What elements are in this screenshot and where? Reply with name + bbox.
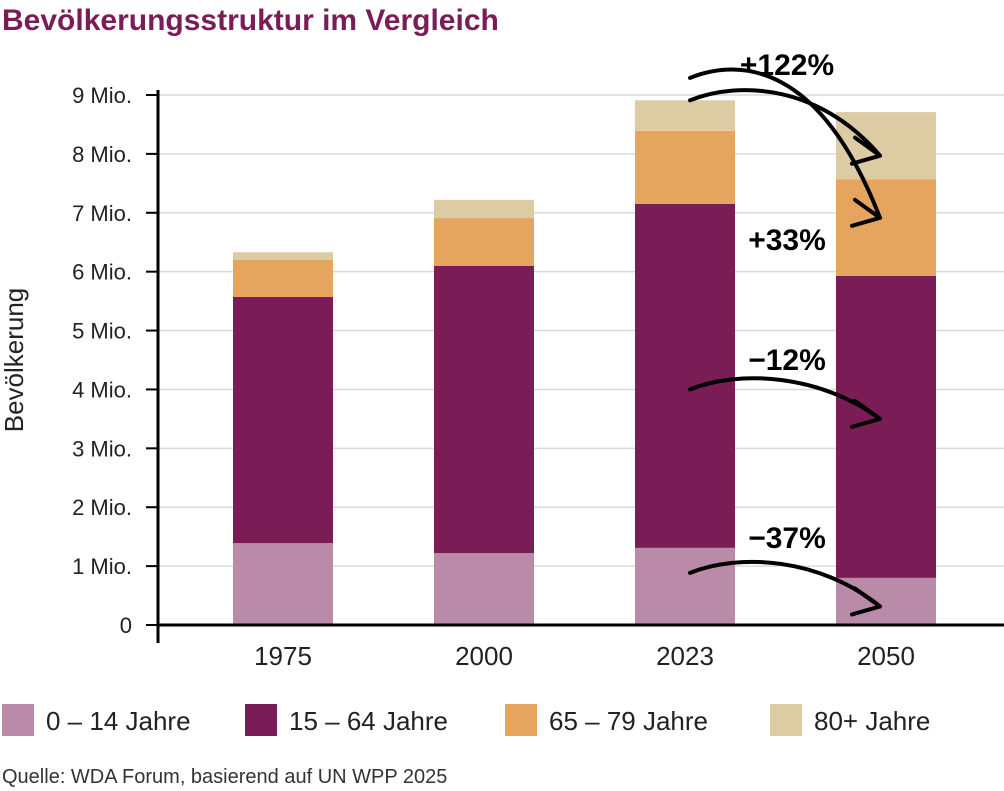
bar-segment-1975-2 [233,259,333,297]
bar-segment-2000-2 [434,218,534,266]
change-label: −12% [748,344,826,377]
bar-segment-2023-3 [635,100,735,131]
bar-segment-2023-0 [635,547,735,625]
x-tick-label: 2023 [656,641,714,671]
change-label: +122% [740,49,834,82]
y-tick-label: 5 Mio. [72,319,132,344]
arrow-head-icon [850,586,882,617]
bar-segment-2023-1 [635,203,735,548]
x-tick-label: 2000 [455,641,513,671]
source-note: Quelle: WDA Forum, basierend auf UN WPP … [2,766,447,788]
legend-swatch [245,704,277,736]
legend-swatch [505,704,537,736]
change-label: +33% [748,224,826,257]
bar-segment-1975-1 [233,296,333,544]
bar-segment-2000-3 [434,199,534,219]
legend-label: 80+ Jahre [814,706,930,736]
change-label: −37% [748,522,826,555]
legend-label: 0 – 14 Jahre [46,706,191,736]
bar-segment-1975-0 [233,543,333,625]
arrow-head-icon [850,398,882,429]
y-tick-label: 7 Mio. [72,201,132,226]
x-tick-label: 2050 [857,641,915,671]
y-tick-label: 8 Mio. [72,142,132,167]
bar-segment-2023-2 [635,130,735,204]
y-tick-label: 2 Mio. [72,495,132,520]
legend-label: 65 – 79 Jahre [549,706,708,736]
legend-swatch [2,704,34,736]
bar-segment-1975-3 [233,252,333,260]
y-tick-label: 1 Mio. [72,554,132,579]
bar-segment-2050-3 [836,112,936,180]
y-axis-label: Bevölkerung [0,288,29,433]
y-tick-label: 4 Mio. [72,377,132,402]
change-arrow [688,88,882,158]
legend-swatch [770,704,802,736]
change-arrow [688,67,882,220]
y-tick-label: 9 Mio. [72,83,132,108]
y-tick-label: 6 Mio. [72,260,132,285]
y-tick-label: 3 Mio. [72,436,132,461]
arrow-head-icon [850,135,882,166]
y-tick-label: 0 [120,613,132,638]
legend-label: 15 – 64 Jahre [289,706,448,736]
bar-segment-2000-0 [434,553,534,625]
arrow-head-icon [850,197,882,228]
x-tick-label: 1975 [254,641,312,671]
chart-title: Bevölkerungsstruktur im Vergleich [2,4,499,37]
bar-segment-2000-1 [434,265,534,554]
